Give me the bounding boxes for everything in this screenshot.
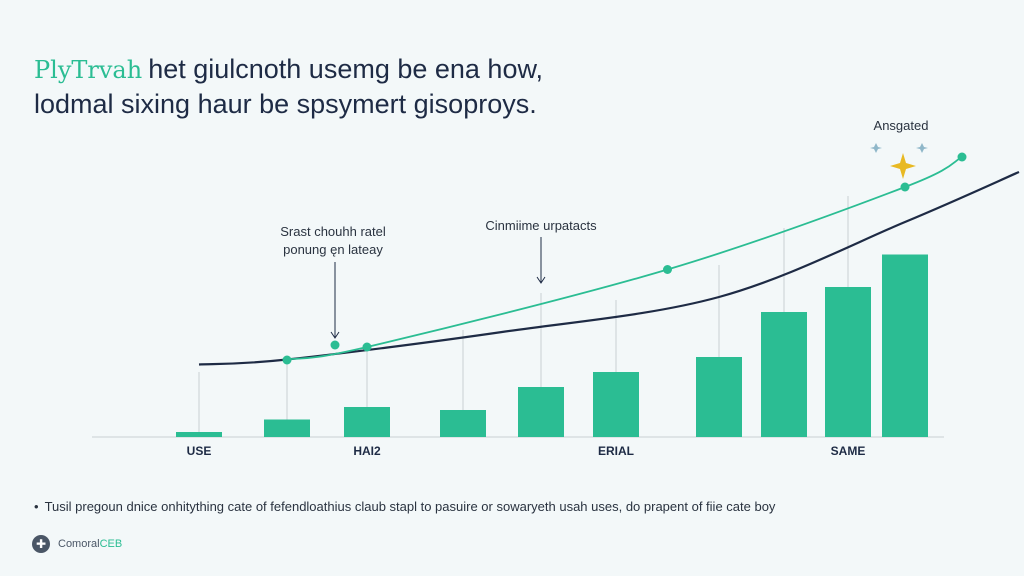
bar-6 xyxy=(696,357,742,437)
annotation-label: Cinmiime urpatacts xyxy=(485,218,597,233)
bar-5 xyxy=(593,372,639,437)
footnote-text: Tusil pregoun dnice onhitything cate of … xyxy=(44,499,776,514)
star-icon xyxy=(890,153,916,179)
title-line-2: lodmal sixing haur be spsymert gisoproys… xyxy=(34,89,537,119)
annotation-arrow-2-head xyxy=(536,276,546,284)
bar-4 xyxy=(518,387,564,437)
data-point-marker xyxy=(362,342,372,352)
x-tick-label: ERIAL xyxy=(598,444,634,458)
bar-9 xyxy=(882,254,928,437)
bar-2 xyxy=(344,407,390,437)
annotation-label: ponung ęn lateay xyxy=(283,242,383,257)
brand-name: PlyTrvah xyxy=(34,56,143,84)
bar-8 xyxy=(825,287,871,437)
data-point-marker xyxy=(282,355,292,365)
title-line-1: PlyTrvah het giulcnoth usemg be ena how, xyxy=(34,52,994,87)
footer-name: ComoralCEB xyxy=(58,538,122,550)
annotation-label: Ansgated xyxy=(874,118,929,133)
footer-name-prefix: Comoral xyxy=(58,538,100,550)
bar-7 xyxy=(761,312,807,437)
data-point-marker xyxy=(900,182,910,192)
x-tick-label: USE xyxy=(187,444,212,458)
x-tick-label: HAI2 xyxy=(353,444,381,458)
footer: ✚ ComoralCEB xyxy=(32,535,122,553)
footnote: • Tusil pregoun dnice onhitything cate of… xyxy=(34,499,775,514)
logo-icon: ✚ xyxy=(32,535,50,553)
footer-name-accent: CEB xyxy=(99,538,123,550)
annotation-label: Srast chouhh ratel xyxy=(280,224,386,239)
bar-0 xyxy=(176,432,222,437)
page-title: PlyTrvah het giulcnoth usemg be ena how, … xyxy=(34,52,994,121)
bar-3 xyxy=(440,410,486,437)
data-point-marker xyxy=(663,265,672,274)
sparkle-icon xyxy=(870,143,882,153)
sparkle-icon xyxy=(916,143,928,153)
bullet-icon: • xyxy=(34,499,39,514)
data-point-marker xyxy=(957,152,967,162)
data-point-marker xyxy=(330,340,340,350)
title-text-1: het giulcnoth usemg be ena how, xyxy=(148,54,543,84)
annotation-arrow-1-head xyxy=(330,331,340,339)
x-tick-label: SAME xyxy=(831,444,866,458)
bar-1 xyxy=(264,419,310,437)
